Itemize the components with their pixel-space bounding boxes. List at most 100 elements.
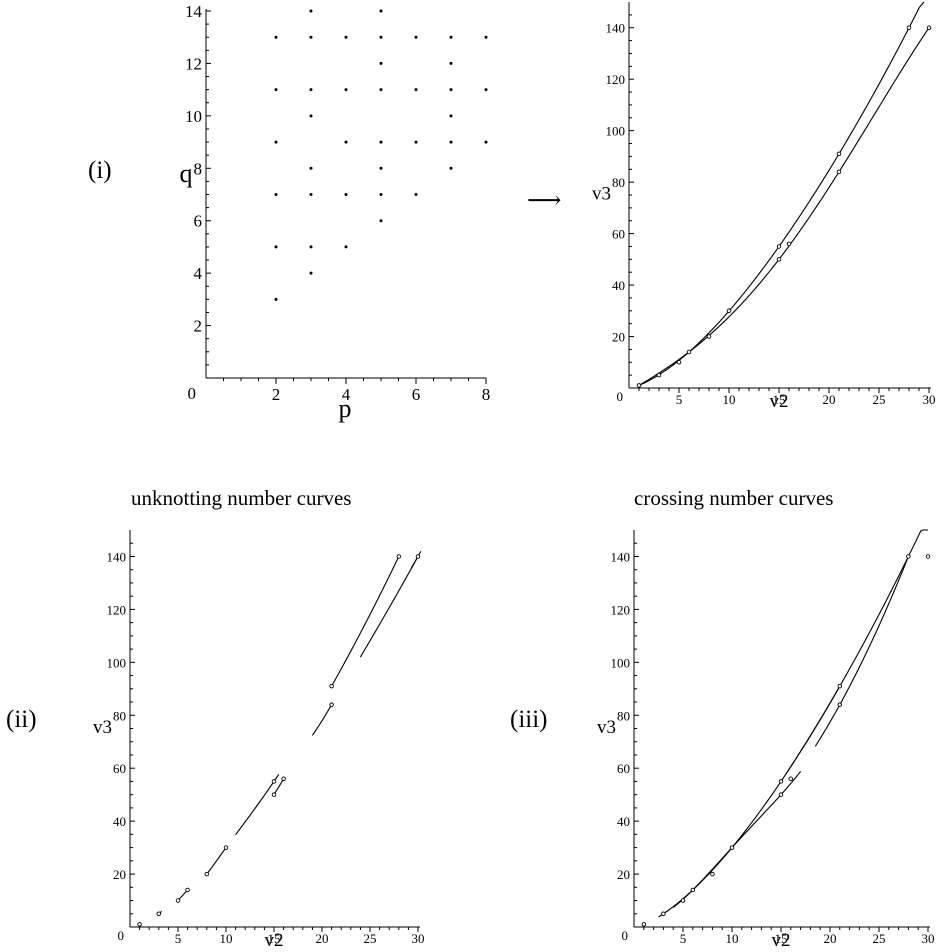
data-point	[661, 911, 666, 917]
x-tick-label: 10	[220, 931, 233, 946]
x-tick-label: 30	[923, 392, 936, 407]
origin-label: 0	[617, 389, 624, 404]
data-point	[906, 554, 911, 559]
y-axis-label: v3	[597, 717, 616, 738]
data-point	[788, 776, 794, 782]
data-point	[379, 166, 383, 170]
x-tick-label: 5	[175, 931, 182, 946]
data-point	[786, 241, 792, 247]
data-point	[274, 88, 278, 92]
data-point	[641, 922, 647, 927]
x-tick-label: 15	[268, 931, 281, 946]
fit-curve	[359, 550, 422, 658]
x-axis-label: v2	[770, 391, 789, 412]
data-point	[271, 792, 277, 797]
y-tick-label: 80	[612, 175, 625, 190]
y-tick-label: 40	[113, 814, 126, 829]
data-point	[686, 349, 692, 355]
data-point	[414, 193, 418, 196]
data-point	[449, 166, 453, 170]
y-tick-label: 20	[617, 867, 630, 882]
data-point	[414, 140, 418, 144]
y-tick-label: 40	[617, 814, 630, 829]
data-point	[185, 887, 190, 893]
y-tick-label: 100	[107, 655, 127, 670]
y-tick-label: 10	[185, 107, 202, 126]
origin-label: 0	[188, 384, 197, 403]
x-tick-label: 20	[823, 392, 836, 407]
data-point	[309, 193, 313, 196]
title-crossing: crossing number curves	[634, 486, 833, 510]
x-tick-label: 25	[873, 931, 886, 946]
data-point	[414, 35, 418, 39]
fit-curve	[177, 889, 189, 901]
data-point	[415, 554, 421, 559]
x-tick-label: 6	[412, 385, 421, 404]
x-tick-label: 4	[342, 385, 351, 404]
y-tick-label: 8	[194, 159, 203, 178]
data-point	[329, 702, 334, 707]
fit-curve	[814, 556, 909, 747]
x-tick-label: 20	[316, 931, 329, 946]
fit-curve	[235, 774, 280, 836]
fit-curve	[658, 685, 841, 918]
fit-curve	[311, 704, 333, 736]
y-tick-label: 14	[185, 2, 203, 21]
fit-curve	[638, 1, 925, 386]
data-point	[906, 25, 912, 30]
data-point	[449, 114, 453, 118]
data-point	[837, 683, 843, 689]
data-point	[396, 554, 402, 559]
x-tick-label: 2	[272, 385, 281, 404]
y-tick-label: 80	[113, 708, 126, 723]
data-point	[690, 887, 696, 893]
v2-v3-chart-unknotting: 5 10 15 20 25 30 20 40 60 80 100 120 140 0 v2 v3	[93, 530, 425, 951]
data-point	[706, 334, 712, 339]
data-point	[484, 35, 488, 39]
data-point	[925, 554, 931, 559]
y-tick-label: 4	[194, 264, 203, 283]
data-point	[926, 25, 932, 30]
panel-label-iii: (iii)	[510, 706, 548, 733]
y-tick-label: 100	[606, 124, 626, 139]
data-point	[449, 61, 453, 65]
y-axis-label: v3	[93, 717, 112, 738]
data-point	[344, 193, 348, 196]
data-point	[379, 35, 383, 39]
x-tick-label: 10	[723, 392, 736, 407]
data-point	[309, 166, 313, 170]
y-tick-label: 120	[107, 602, 127, 617]
data-point	[309, 35, 313, 39]
data-point	[309, 9, 313, 13]
x-axis-label: v2	[265, 930, 284, 951]
data-point	[778, 792, 784, 797]
data-point	[449, 88, 453, 92]
x-tick-label: 20	[824, 931, 837, 946]
y-tick-label: 60	[617, 761, 630, 776]
data-point	[137, 922, 142, 927]
data-point	[344, 245, 348, 249]
data-point	[379, 88, 383, 92]
data-point	[379, 9, 383, 13]
data-point	[274, 140, 278, 144]
data-point	[271, 779, 277, 784]
data-point	[776, 257, 782, 262]
data-point	[484, 88, 488, 92]
fit-curve	[206, 847, 227, 875]
data-point	[274, 193, 278, 196]
data-point	[778, 779, 784, 784]
data-point	[223, 845, 229, 850]
y-tick-label: 60	[113, 761, 126, 776]
data-point	[449, 35, 453, 39]
data-point	[274, 35, 278, 39]
x-tick-label: 8	[482, 385, 491, 404]
fit-curve	[785, 529, 928, 775]
y-tick-label: 140	[611, 549, 631, 564]
data-point	[309, 245, 313, 249]
y-tick-label: 120	[606, 72, 626, 87]
data-point	[676, 360, 682, 365]
y-tick-label: 140	[606, 21, 626, 36]
data-point	[204, 871, 210, 877]
data-point	[414, 88, 418, 92]
